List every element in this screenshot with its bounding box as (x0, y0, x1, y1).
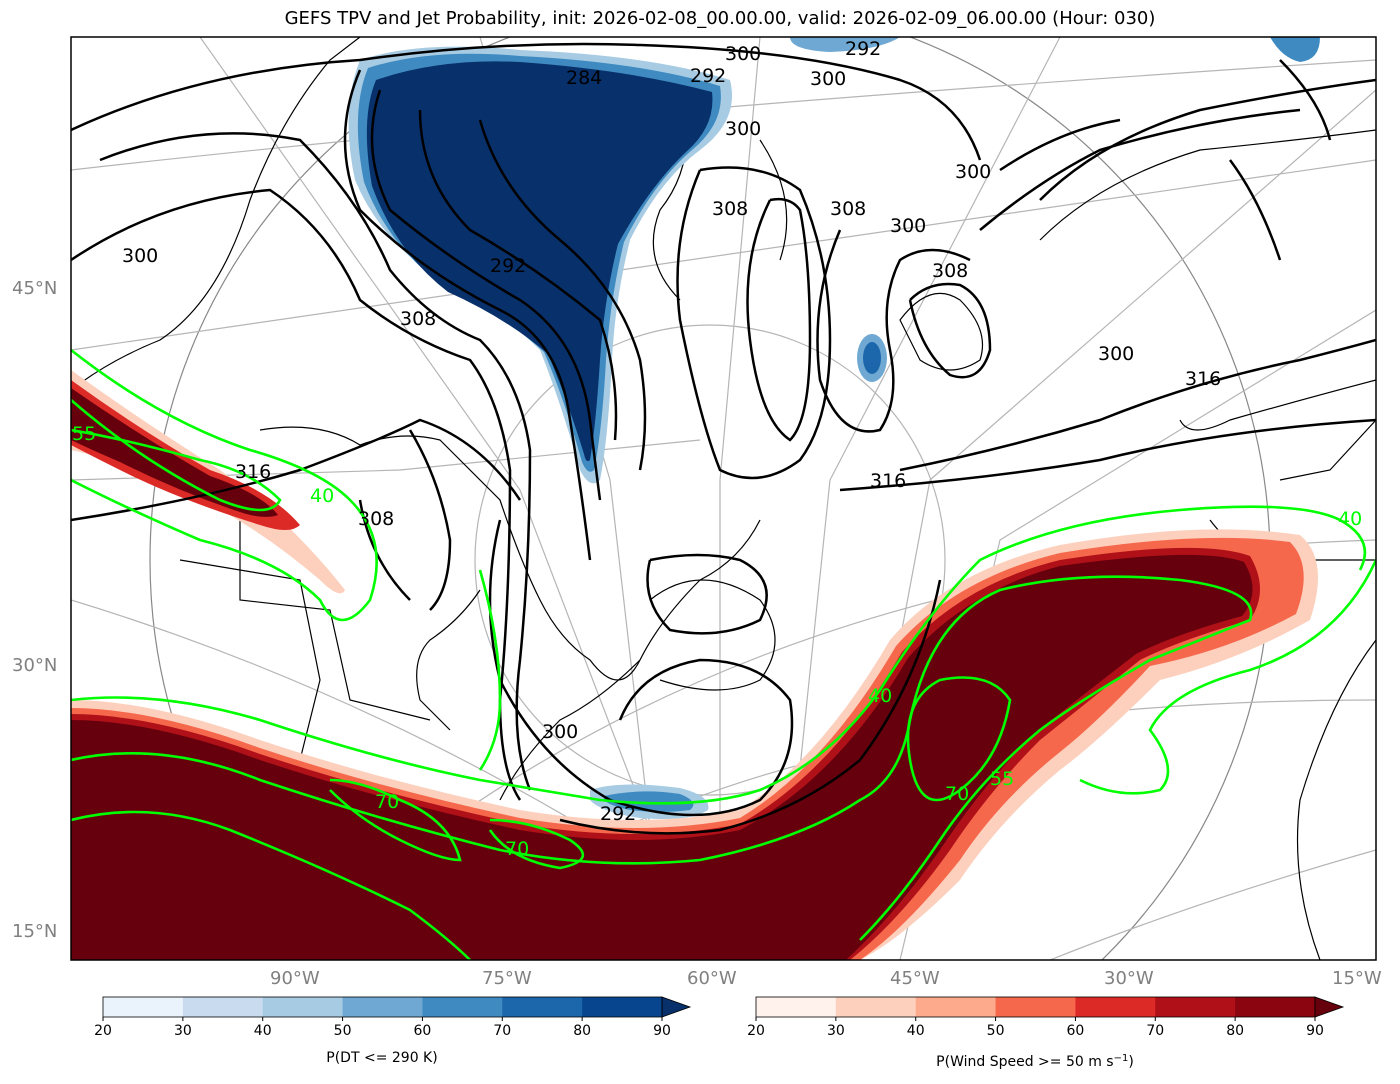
dt-label: 308 (358, 508, 394, 530)
colorbar-tick-label: 80 (1226, 1023, 1244, 1039)
dt-label: 300 (955, 161, 991, 183)
lon-label-45w: 45°W (890, 968, 940, 989)
dt-label: 292 (845, 38, 881, 60)
jet-label: 55 (72, 423, 96, 445)
colorbar-tick-label: 20 (747, 1023, 765, 1039)
lon-label-15w: 15°W (1332, 968, 1382, 989)
colorbar-segment (1235, 997, 1316, 1017)
colorbar-jet: 20 30 40 50 60 70 80 90 (747, 996, 1345, 1039)
dt-contours (71, 42, 1376, 835)
colorbar-tick-label: 30 (827, 1023, 845, 1039)
jet-contour-labels: 40 40 55 70 70 40 55 70 (72, 423, 1362, 860)
colorbar-segment (422, 997, 503, 1017)
dt-label: 300 (725, 118, 761, 140)
dt-label: 300 (122, 245, 158, 267)
colorbar-segment (915, 997, 997, 1017)
colorbar-extend-arrow (1314, 996, 1345, 1018)
colorbar-dt-label: P(DT <= 290 K) (326, 1050, 437, 1066)
dt-label: 308 (830, 198, 866, 220)
colorbar-tick-label: 20 (94, 1023, 112, 1039)
dt-label: 308 (400, 308, 436, 330)
lat-label-15n: 15°N (12, 921, 57, 942)
colorbar-tick-label: 50 (987, 1023, 1005, 1039)
colorbar-tick-label: 90 (1306, 1023, 1324, 1039)
colorbar-tick-label: 40 (254, 1023, 272, 1039)
colorbar-tick-label: 30 (174, 1023, 192, 1039)
colorbar-frame (755, 996, 1316, 1018)
colorbar-tick-label: 60 (1067, 1023, 1085, 1039)
colorbar-dt: 20 30 40 50 60 70 80 90 (94, 996, 692, 1039)
dt-label: 292 (490, 255, 526, 277)
lon-label-30w: 30°W (1104, 968, 1154, 989)
dt-label: 284 (566, 67, 602, 89)
lat-label-45n: 45°N (12, 278, 57, 299)
dt-label: 300 (725, 43, 761, 65)
colorbar-segment (1155, 997, 1236, 1017)
colorbar-segment (342, 997, 423, 1017)
colorbar-segment (182, 997, 264, 1017)
colorbar-frame (102, 996, 663, 1018)
dt-label: 316 (235, 461, 271, 483)
jet-label: 70 (945, 783, 969, 805)
colorbar-tick-label: 60 (414, 1023, 432, 1039)
jet-label: 40 (310, 485, 334, 507)
latitude-labels: 45°N 30°N 15°N (12, 278, 57, 942)
colorbar-tick-label: 80 (573, 1023, 591, 1039)
lon-label-75w: 75°W (482, 968, 532, 989)
colorbar-tick-label: 90 (653, 1023, 671, 1039)
lon-label-90w: 90°W (270, 968, 320, 989)
colorbar-tick-label: 70 (493, 1023, 511, 1039)
colorbar-segment (756, 997, 837, 1017)
colorbar-jet-label: P(Wind Speed >= 50 m s−1) (936, 1053, 1134, 1071)
jet-label: 70 (505, 838, 529, 860)
colorbar-segment (995, 997, 1076, 1017)
jet-label: 40 (868, 685, 892, 707)
longitude-labels: 90°W 75°W 60°W 45°W 30°W 15°W (270, 968, 1382, 989)
dt-label: 308 (712, 198, 748, 220)
dt-contour-labels: 300 292 292 300 284 292 300 308 300 308 … (122, 38, 1221, 825)
figure-title: GEFS TPV and Jet Probability, init: 2026… (284, 8, 1156, 29)
colorbar-segment (582, 997, 663, 1017)
dt-label: 300 (542, 721, 578, 743)
dt-label: 292 (690, 65, 726, 87)
jet-label: 70 (375, 791, 399, 813)
dt-label: 300 (1098, 343, 1134, 365)
colorbar-segment (1075, 997, 1156, 1017)
map-frame (70, 36, 1377, 961)
lon-label-60w: 60°W (687, 968, 737, 989)
jet-probability-fill (71, 370, 1318, 960)
dt-label: 316 (870, 470, 906, 492)
colorbar-tick-label: 70 (1146, 1023, 1164, 1039)
lat-label-30n: 30°N (12, 655, 57, 676)
dt-label: 300 (810, 68, 846, 90)
jet-contours (71, 348, 1376, 960)
colorbar-segment (502, 997, 583, 1017)
jet-label: 55 (990, 768, 1014, 790)
dt-label: 300 (890, 215, 926, 237)
jet-label: 40 (1338, 508, 1362, 530)
colorbar-segment (835, 997, 917, 1017)
dt-label: 308 (932, 260, 968, 282)
colorbar-segment (262, 997, 344, 1017)
colorbar-tick-label: 50 (334, 1023, 352, 1039)
tpv-probability-fill (348, 37, 1320, 819)
colorbar-segment (103, 997, 184, 1017)
colorbar-extend-arrow (661, 996, 692, 1018)
dt-label: 316 (1185, 368, 1221, 390)
colorbar-tick-label: 40 (907, 1023, 925, 1039)
dt-label: 292 (600, 803, 636, 825)
